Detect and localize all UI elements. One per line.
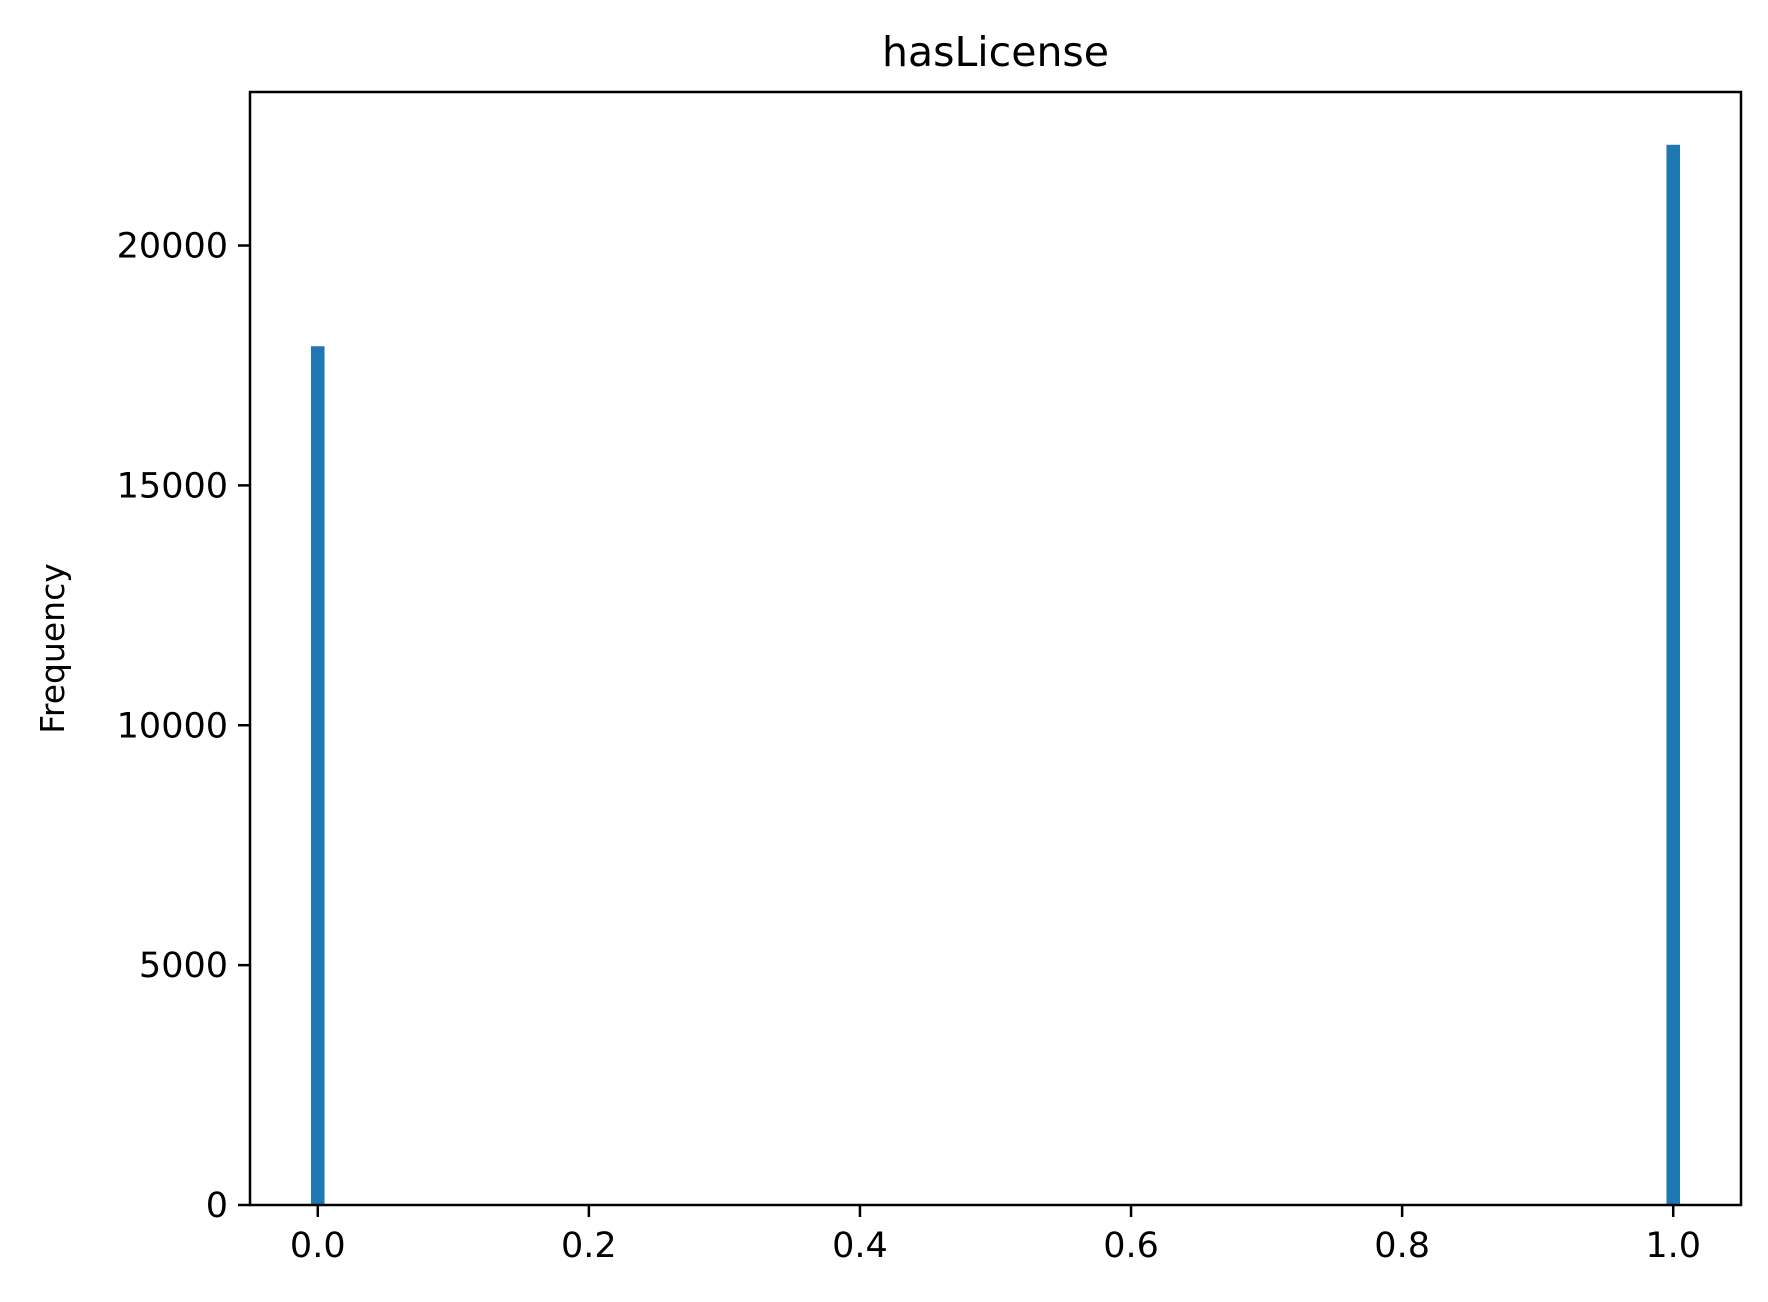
bars-group [310,144,1681,1206]
y-tick-label: 5000 [139,946,228,986]
y-axis-ticks: 0 5000 10000 15000 20000 [117,227,250,1226]
x-tick-label: 0.0 [290,1226,346,1266]
y-tick-label: 15000 [117,466,228,506]
histogram-bar-0 [310,346,325,1205]
y-tick-label: 10000 [117,706,228,746]
y-tick-label: 20000 [117,227,228,267]
x-axis-ticks: 0.0 0.2 0.4 0.6 0.8 1.0 [290,1205,1701,1266]
x-tick-label: 0.4 [832,1226,888,1266]
y-axis-label: Frequency [33,563,72,733]
x-tick-label: 0.2 [561,1226,617,1266]
histogram-bar-1 [1666,144,1681,1206]
x-tick-label: 0.8 [1374,1226,1430,1266]
chart-title: hasLicense [882,28,1109,76]
plot-frame [248,90,1743,1207]
x-tick-label: 0.6 [1103,1226,1159,1266]
x-tick-label: 1.0 [1645,1226,1701,1266]
y-tick-label: 0 [206,1186,228,1226]
